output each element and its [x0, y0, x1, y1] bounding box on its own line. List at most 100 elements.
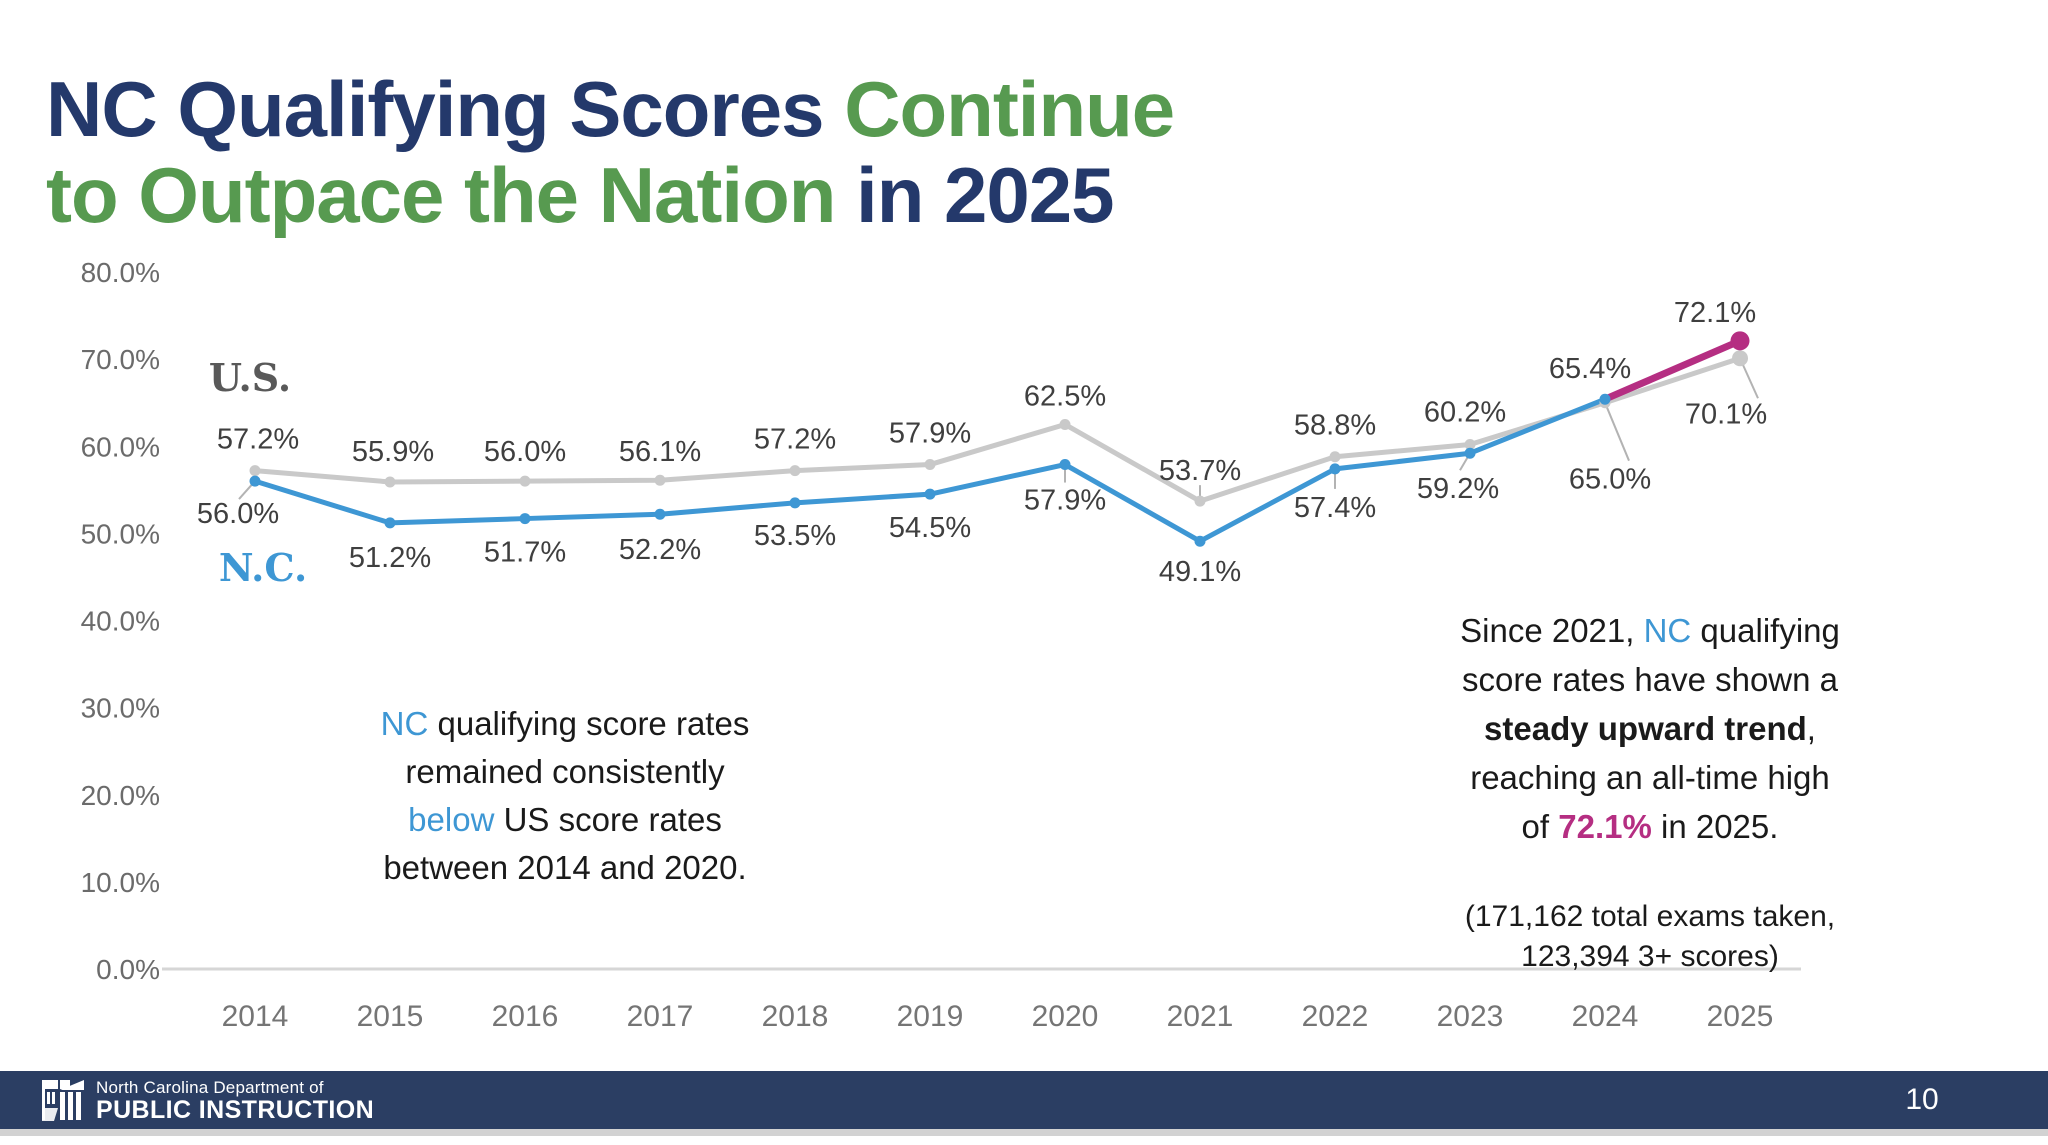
ncdpi-logo: North Carolina Department of PUBLIC INST… — [40, 1078, 374, 1123]
us-data-label: 70.1% — [1685, 398, 1767, 430]
x-tick-label: 2021 — [1167, 1000, 1234, 1033]
nc-data-label: 57.9% — [1024, 485, 1106, 517]
x-tick-label: 2022 — [1302, 1000, 1369, 1033]
y-tick-label: 20.0% — [81, 780, 160, 811]
us-data-label: 57.2% — [217, 424, 299, 456]
nc-data-point — [924, 488, 936, 500]
nc-data-point — [1059, 459, 1071, 471]
text-line: of 72.1% in 2025. — [1521, 808, 1779, 845]
x-tick-label: 2023 — [1437, 1000, 1504, 1033]
us-data-label: 53.7% — [1159, 455, 1241, 487]
us-data-label: 58.8% — [1294, 410, 1376, 442]
text-line: reaching an all-time high — [1470, 759, 1830, 796]
annotation-since-2021: Since 2021, NC qualifying score rates hav… — [1420, 606, 1880, 851]
ncdpi-logo-icon — [42, 1080, 84, 1121]
nc-series-points — [249, 331, 1750, 547]
nc-data-point — [789, 497, 801, 509]
us-data-point — [1732, 350, 1748, 367]
us-series-label: U.S. — [209, 355, 291, 400]
text-line: below US score rates — [408, 801, 722, 838]
text-line: to Outpace the Nation in 2025 — [46, 151, 1115, 240]
nc-series-label: N.C. — [219, 545, 307, 590]
nc-2025-highlight-point — [1730, 331, 1750, 351]
footer-shadow — [0, 1129, 2048, 1136]
text-line: steady upward trend, — [1484, 710, 1816, 747]
nc-data-label: 59.2% — [1417, 473, 1499, 505]
y-tick-label: 50.0% — [81, 518, 160, 549]
data-labels: 57.2% 55.9% 56.0% 56.1% 57.2% 57.9% 62.5% 53.7%… — [197, 297, 1767, 588]
nc-data-point — [384, 517, 396, 529]
us-data-label: 56.1% — [619, 436, 701, 468]
nc-data-label: 49.1% — [1159, 556, 1241, 588]
us-data-label: 57.2% — [754, 424, 836, 456]
us-data-label: 65.0% — [1569, 464, 1651, 496]
nc-data-label: 54.5% — [889, 512, 971, 544]
nc-data-label: 65.4% — [1549, 353, 1631, 385]
x-tick-label: 2017 — [627, 1000, 694, 1033]
text-line: remained consistently — [405, 753, 725, 790]
y-tick-label: 60.0% — [81, 431, 160, 462]
org-name-line1: North Carolina Department of — [96, 1077, 324, 1097]
us-data-label: 62.5% — [1024, 380, 1106, 412]
x-tick-label: 2024 — [1572, 1000, 1639, 1033]
nc-data-label: 57.4% — [1294, 492, 1376, 524]
us-data-point — [654, 474, 666, 486]
y-tick-label: 70.0% — [81, 344, 160, 375]
text-line: between 2014 and 2020. — [383, 849, 747, 886]
exam-stats-note: (171,162 total exams taken, 123,394 3+ sc… — [1420, 897, 1880, 977]
nc-data-label: 51.7% — [484, 537, 566, 569]
y-axis-tick-labels: 0.0% 10.0% 20.0% 30.0% 40.0% 50.0% 60.0% 70.0% 8… — [81, 257, 160, 985]
us-data-point — [1194, 495, 1206, 507]
x-tick-label: 2018 — [762, 1000, 829, 1033]
nc-data-point — [654, 508, 666, 520]
y-tick-label: 10.0% — [81, 867, 160, 898]
text-line: NC qualifying score rates — [380, 705, 750, 742]
slide-title: NC Qualifying Scores Continue to Outpace … — [46, 65, 1175, 240]
leader-line — [1604, 402, 1630, 462]
us-data-point — [924, 459, 936, 471]
us-data-label: 55.9% — [352, 436, 434, 468]
us-data-point — [1059, 418, 1071, 430]
annotation-2014-2020: NC qualifying score rates remained consis… — [305, 700, 825, 892]
us-data-label: 60.2% — [1424, 397, 1506, 429]
nc-data-point — [519, 513, 531, 525]
us-series-line — [252, 355, 1743, 504]
nc-data-label: 72.1% — [1674, 297, 1756, 329]
nc-data-label: 53.5% — [754, 520, 836, 552]
nc-data-point — [1464, 447, 1476, 459]
x-tick-label: 2019 — [897, 1000, 964, 1033]
nc-data-label: 51.2% — [349, 542, 431, 574]
org-name-line2: PUBLIC INSTRUCTION — [96, 1095, 375, 1124]
us-data-point — [1329, 451, 1341, 463]
footer-bar: North Carolina Department of PUBLIC INST… — [0, 1071, 2048, 1129]
text-line: (171,162 total exams taken, — [1464, 900, 1836, 933]
text-line: score rates have shown a — [1461, 661, 1839, 698]
y-tick-label: 0.0% — [96, 954, 160, 985]
nc-data-point — [249, 475, 261, 487]
x-tick-label: 2020 — [1032, 1000, 1099, 1033]
us-data-point — [519, 475, 531, 487]
ncdpi-logo-text: North Carolina Department of PUBLIC INST… — [96, 1078, 374, 1123]
nc-highlight-segment — [1601, 337, 1744, 403]
nc-data-point — [1599, 393, 1611, 405]
nc-data-point — [1194, 535, 1206, 547]
us-data-point — [249, 465, 261, 477]
text-line: NC Qualifying Scores Continue — [46, 65, 1175, 154]
text-line: 123,394 3+ scores) — [1521, 940, 1779, 973]
us-data-point — [1464, 439, 1476, 451]
us-data-label: 57.9% — [889, 418, 971, 450]
nc-data-label: 56.0% — [197, 498, 279, 530]
us-data-point — [384, 476, 396, 488]
nc-data-point — [1329, 463, 1341, 475]
y-tick-label: 40.0% — [81, 606, 160, 637]
x-tick-label: 2025 — [1707, 1000, 1774, 1033]
text-line: Since 2021, NC qualifying — [1460, 612, 1840, 649]
page-number: 10 — [1905, 1083, 1939, 1116]
us-data-label: 56.0% — [484, 436, 566, 468]
x-axis-tick-labels: 2014 2015 2016 2017 2018 2019 2020 2021 2022 2023… — [222, 1000, 1774, 1033]
y-tick-label: 30.0% — [81, 693, 160, 724]
x-tick-label: 2015 — [357, 1000, 424, 1033]
nc-data-label: 52.2% — [619, 534, 701, 566]
